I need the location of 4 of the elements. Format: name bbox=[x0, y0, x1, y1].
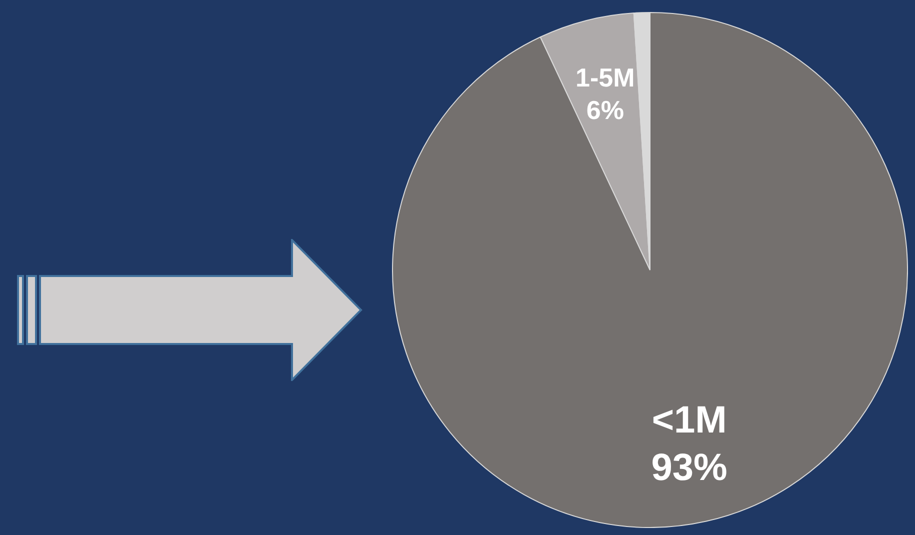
data-label: 6% bbox=[586, 94, 624, 125]
slice-label: 1-5M bbox=[576, 62, 635, 92]
data-label: 93% bbox=[651, 447, 728, 490]
slice-label: <1M bbox=[652, 400, 727, 442]
